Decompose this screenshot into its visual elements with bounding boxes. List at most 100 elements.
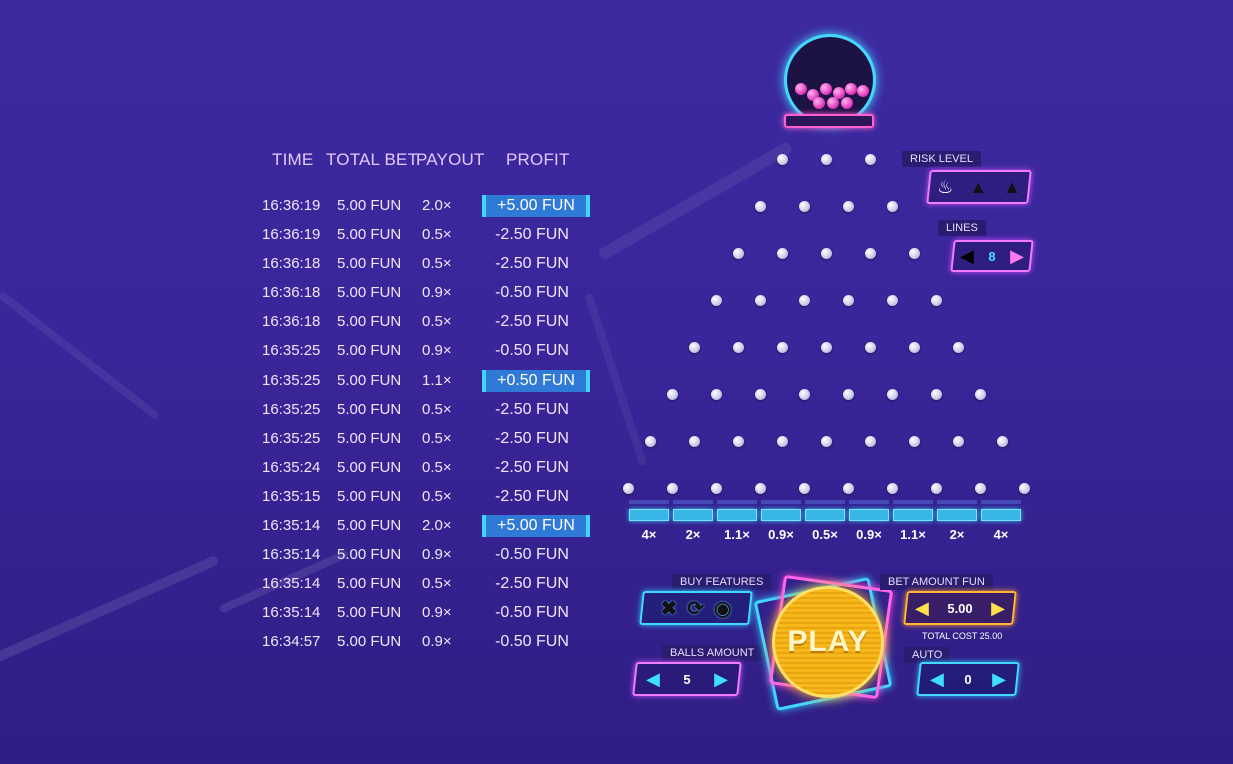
cell-payout: 2.0× [422,517,452,535]
swirl-icon[interactable]: ⟳ [687,597,705,620]
ball-dispenser-glass [784,34,876,126]
ball-icon [845,83,857,95]
peg [754,294,766,306]
target-icon[interactable]: ◉ [714,597,732,620]
multiplier-slot: 1.1× [893,500,933,542]
auto-value: 0 [964,671,972,687]
table-row: 16:35:15 5.00 FUN 0.5× -2.50 FUN [250,486,600,515]
cross-swords-icon[interactable]: ✖ [660,597,678,620]
table-row: 16:35:25 5.00 FUN 1.1× +0.50 FUN [250,369,600,399]
peg [842,482,854,494]
peg [974,388,986,400]
buy-features-panel[interactable]: ✖ ⟳ ◉ [639,591,753,625]
lines-value: 8 [988,248,996,264]
multiplier-slot: 2× [937,500,977,542]
flame-high-icon[interactable]: ▲ [1003,176,1021,197]
table-row: 16:35:14 5.00 FUN 0.9× -0.50 FUN [250,544,600,573]
table-row: 16:35:25 5.00 FUN 0.5× -2.50 FUN [250,399,600,428]
cell-profit: -2.50 FUN [495,313,569,331]
peg [820,341,832,353]
peg [754,200,766,212]
bet-amount-label: BET AMOUNT FUN [880,574,993,590]
table-row: 16:35:14 5.00 FUN 0.9× -0.50 FUN [250,602,600,631]
cell-profit: +5.00 FUN [482,195,590,217]
bet-amount-value: 5.00 [947,600,973,616]
lines-stepper[interactable]: ◀ 8 ▶ [950,240,1034,272]
multiplier-label: 1.1× [900,527,926,542]
cell-time: 16:35:14 [262,517,321,535]
peg [776,247,788,259]
balls-increase-icon[interactable]: ▶ [714,669,728,689]
multiplier-label: 0.5× [812,527,838,542]
header-total-bet: TOTAL BET [326,150,419,169]
play-label: PLAY [787,625,869,658]
cell-total-bet: 5.00 FUN [337,458,402,476]
peg [842,294,854,306]
buy-features-label: BUY FEATURES [672,574,772,590]
slot-guide [629,500,669,504]
balls-amount-value: 5 [683,671,691,687]
peg [666,388,678,400]
auto-decrease-icon[interactable]: ◀ [930,669,944,689]
ball-icon [833,87,845,99]
risk-level-label: RISK LEVEL [902,151,981,167]
risk-level-selector[interactable]: ♨ ▲ ▲ [926,170,1032,204]
multiplier-slot: 0.5× [805,500,845,542]
peg [710,388,722,400]
cell-time: 16:36:19 [262,226,321,244]
slot-bar [981,509,1021,521]
slot-guide [717,500,757,504]
peg [908,435,920,447]
slot-bar [761,509,801,521]
cell-profit: -0.50 FUN [495,284,569,302]
slot-bar [805,509,845,521]
play-button-group: PLAY [753,574,894,712]
flame-medium-icon[interactable]: ▲ [969,176,988,197]
cell-time: 16:35:24 [262,458,321,476]
cell-payout: 1.1× [422,371,452,389]
balls-amount-stepper[interactable]: ◀ 5 ▶ [632,662,742,696]
cell-payout: 0.9× [422,546,452,564]
cell-profit: -2.50 FUN [495,458,569,476]
peg [930,482,942,494]
bet-history-table: TIME TOTAL BET PAYOUT PROFIT 16:36:19 5.0… [250,150,600,650]
cell-total-bet: 5.00 FUN [337,487,402,505]
slot-guide [805,500,845,504]
lines-increase-icon[interactable]: ▶ [1010,246,1024,266]
cell-time: 16:35:14 [262,575,321,593]
auto-stepper[interactable]: ◀ 0 ▶ [916,662,1020,696]
cell-total-bet: 5.00 FUN [337,517,402,535]
cell-time: 16:35:25 [262,429,321,447]
cell-total-bet: 5.00 FUN [337,400,402,418]
lines-decrease-icon[interactable]: ◀ [960,246,974,266]
bet-increase-icon[interactable]: ▶ [991,598,1005,618]
peg [798,482,810,494]
flame-low-icon[interactable]: ♨ [937,176,954,197]
peg [754,388,766,400]
bet-decrease-icon[interactable]: ◀ [915,598,929,618]
auto-increase-icon[interactable]: ▶ [992,669,1006,689]
cell-time: 16:36:19 [262,197,321,214]
multiplier-slot: 0.9× [849,500,889,542]
multiplier-label: 0.9× [768,527,794,542]
ball-icon [813,97,825,109]
table-row: 16:34:57 5.00 FUN 0.9× -0.50 FUN [250,631,600,660]
cell-total-bet: 5.00 FUN [337,546,402,564]
table-row: 16:35:24 5.00 FUN 0.5× -2.50 FUN [250,457,600,486]
peg [622,482,634,494]
cell-profit: -2.50 FUN [495,400,569,418]
peg [754,482,766,494]
cell-total-bet: 5.00 FUN [337,575,402,593]
cell-payout: 0.9× [422,284,452,302]
cell-profit: -0.50 FUN [495,633,569,651]
peg [798,294,810,306]
balls-decrease-icon[interactable]: ◀ [646,669,660,689]
peg [732,341,744,353]
table-row: 16:35:14 5.00 FUN 0.5× -2.50 FUN [250,573,600,602]
peg [886,388,898,400]
play-button[interactable]: PLAY [772,586,884,698]
multiplier-label: 0.9× [856,527,882,542]
peg [666,482,678,494]
bet-amount-stepper[interactable]: ◀ 5.00 ▶ [903,591,1017,625]
peg [732,247,744,259]
